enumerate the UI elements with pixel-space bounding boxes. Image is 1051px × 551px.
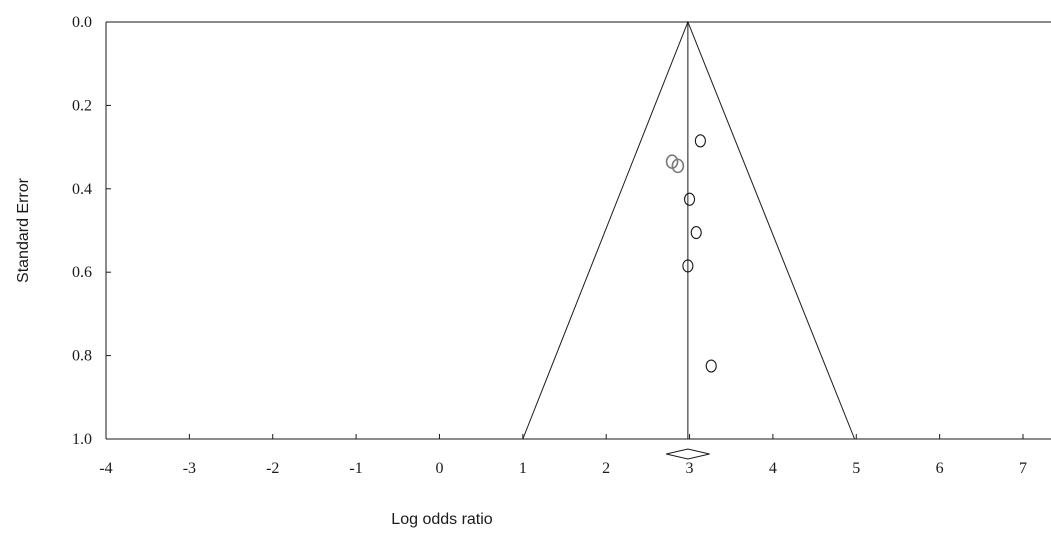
imputed-study-point <box>671 158 685 174</box>
x-tick-label: 7 <box>1019 460 1027 477</box>
x-tick-label: 1 <box>519 460 527 477</box>
y-tick-label: 1.0 <box>72 431 92 448</box>
funnel-outline <box>522 20 856 440</box>
y-tick-label: 0.2 <box>72 97 92 114</box>
study-points <box>665 134 717 373</box>
x-tick-label: 3 <box>686 460 694 477</box>
x-tick-label: -2 <box>266 460 279 477</box>
y-axis-title: Standard Error <box>15 177 32 283</box>
observed-study-point <box>694 134 706 148</box>
x-tick-label: 4 <box>769 460 777 477</box>
x-axis-ticks: -4 -3 -2 -1 0 1 2 3 4 5 6 7 <box>99 434 1027 477</box>
x-tick-label: 2 <box>602 460 610 477</box>
x-tick-label: 5 <box>852 460 860 477</box>
x-tick-label: 0 <box>435 460 443 477</box>
x-tick-label: -3 <box>183 460 196 477</box>
y-tick-label: 0.0 <box>72 14 92 31</box>
x-tick-label: 6 <box>936 460 944 477</box>
y-tick-label: 0.8 <box>72 348 92 365</box>
x-axis-title: Log odds ratio <box>391 511 493 528</box>
y-tick-label: 0.4 <box>72 181 92 198</box>
observed-study-point <box>705 359 717 373</box>
observed-study-point <box>683 192 696 206</box>
observed-study-point <box>682 259 694 273</box>
y-tick-label: 0.6 <box>72 264 92 281</box>
x-tick-label: -4 <box>99 460 112 477</box>
observed-study-point <box>690 226 702 240</box>
plot-area: 0.0 0.2 0.4 0.6 0.8 1.0 -4 -3 -2 -1 0 1 2 3 4 5 6 7 <box>72 14 1051 477</box>
x-tick-label: -1 <box>349 460 362 477</box>
y-axis-ticks: 0.0 0.2 0.4 0.6 0.8 1.0 <box>72 14 111 448</box>
summary-diamond <box>666 448 710 460</box>
